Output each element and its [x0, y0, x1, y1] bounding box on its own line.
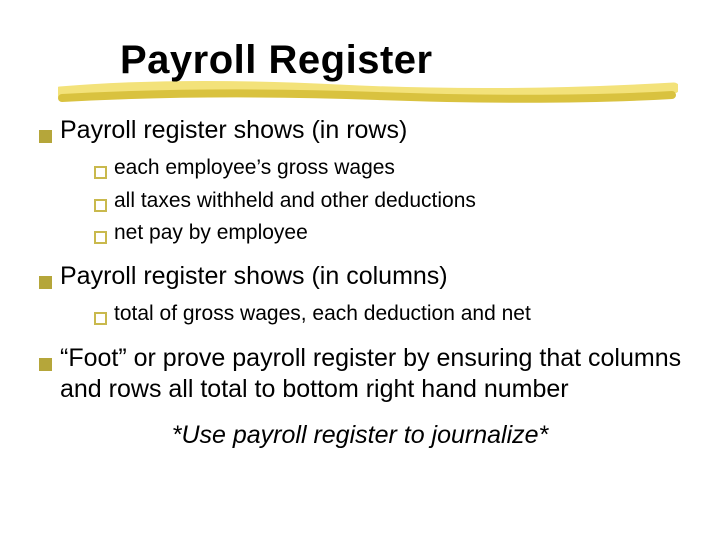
hollow-square-icon: [94, 192, 108, 219]
bullet-level1: Payroll register shows (in rows): [38, 115, 682, 152]
hollow-square-icon: [94, 305, 108, 332]
level2-text: each employee’s gross wages: [114, 154, 395, 181]
level1-text: Payroll register shows (in columns): [60, 261, 682, 292]
level2-text: net pay by employee: [114, 219, 308, 246]
footnote: *Use payroll register to journalize*: [38, 421, 682, 450]
level1-text: “Foot” or prove payroll register by ensu…: [60, 343, 682, 406]
title-area: Payroll Register: [0, 0, 720, 101]
level1-text: Payroll register shows (in rows): [60, 115, 682, 146]
sub-list: each employee’s gross wages all taxes wi…: [38, 154, 682, 251]
slide-title: Payroll Register: [120, 38, 720, 83]
bullet-level2: all taxes withheld and other deductions: [94, 187, 682, 219]
square-bullet-icon: [38, 349, 54, 380]
bullet-level2: total of gross wages, each deduction and…: [94, 300, 682, 332]
level2-text: total of gross wages, each deduction and…: [114, 300, 531, 327]
content-area: Payroll register shows (in rows) each em…: [0, 101, 720, 450]
hollow-square-icon: [94, 159, 108, 186]
sub-list: total of gross wages, each deduction and…: [38, 300, 682, 332]
bullet-level1: “Foot” or prove payroll register by ensu…: [38, 343, 682, 406]
bullet-level2: each employee’s gross wages: [94, 154, 682, 186]
square-bullet-icon: [38, 121, 54, 152]
square-bullet-icon: [38, 267, 54, 298]
level2-text: all taxes withheld and other deductions: [114, 187, 476, 214]
bullet-level2: net pay by employee: [94, 219, 682, 251]
bullet-level1: Payroll register shows (in columns): [38, 261, 682, 298]
hollow-square-icon: [94, 224, 108, 251]
